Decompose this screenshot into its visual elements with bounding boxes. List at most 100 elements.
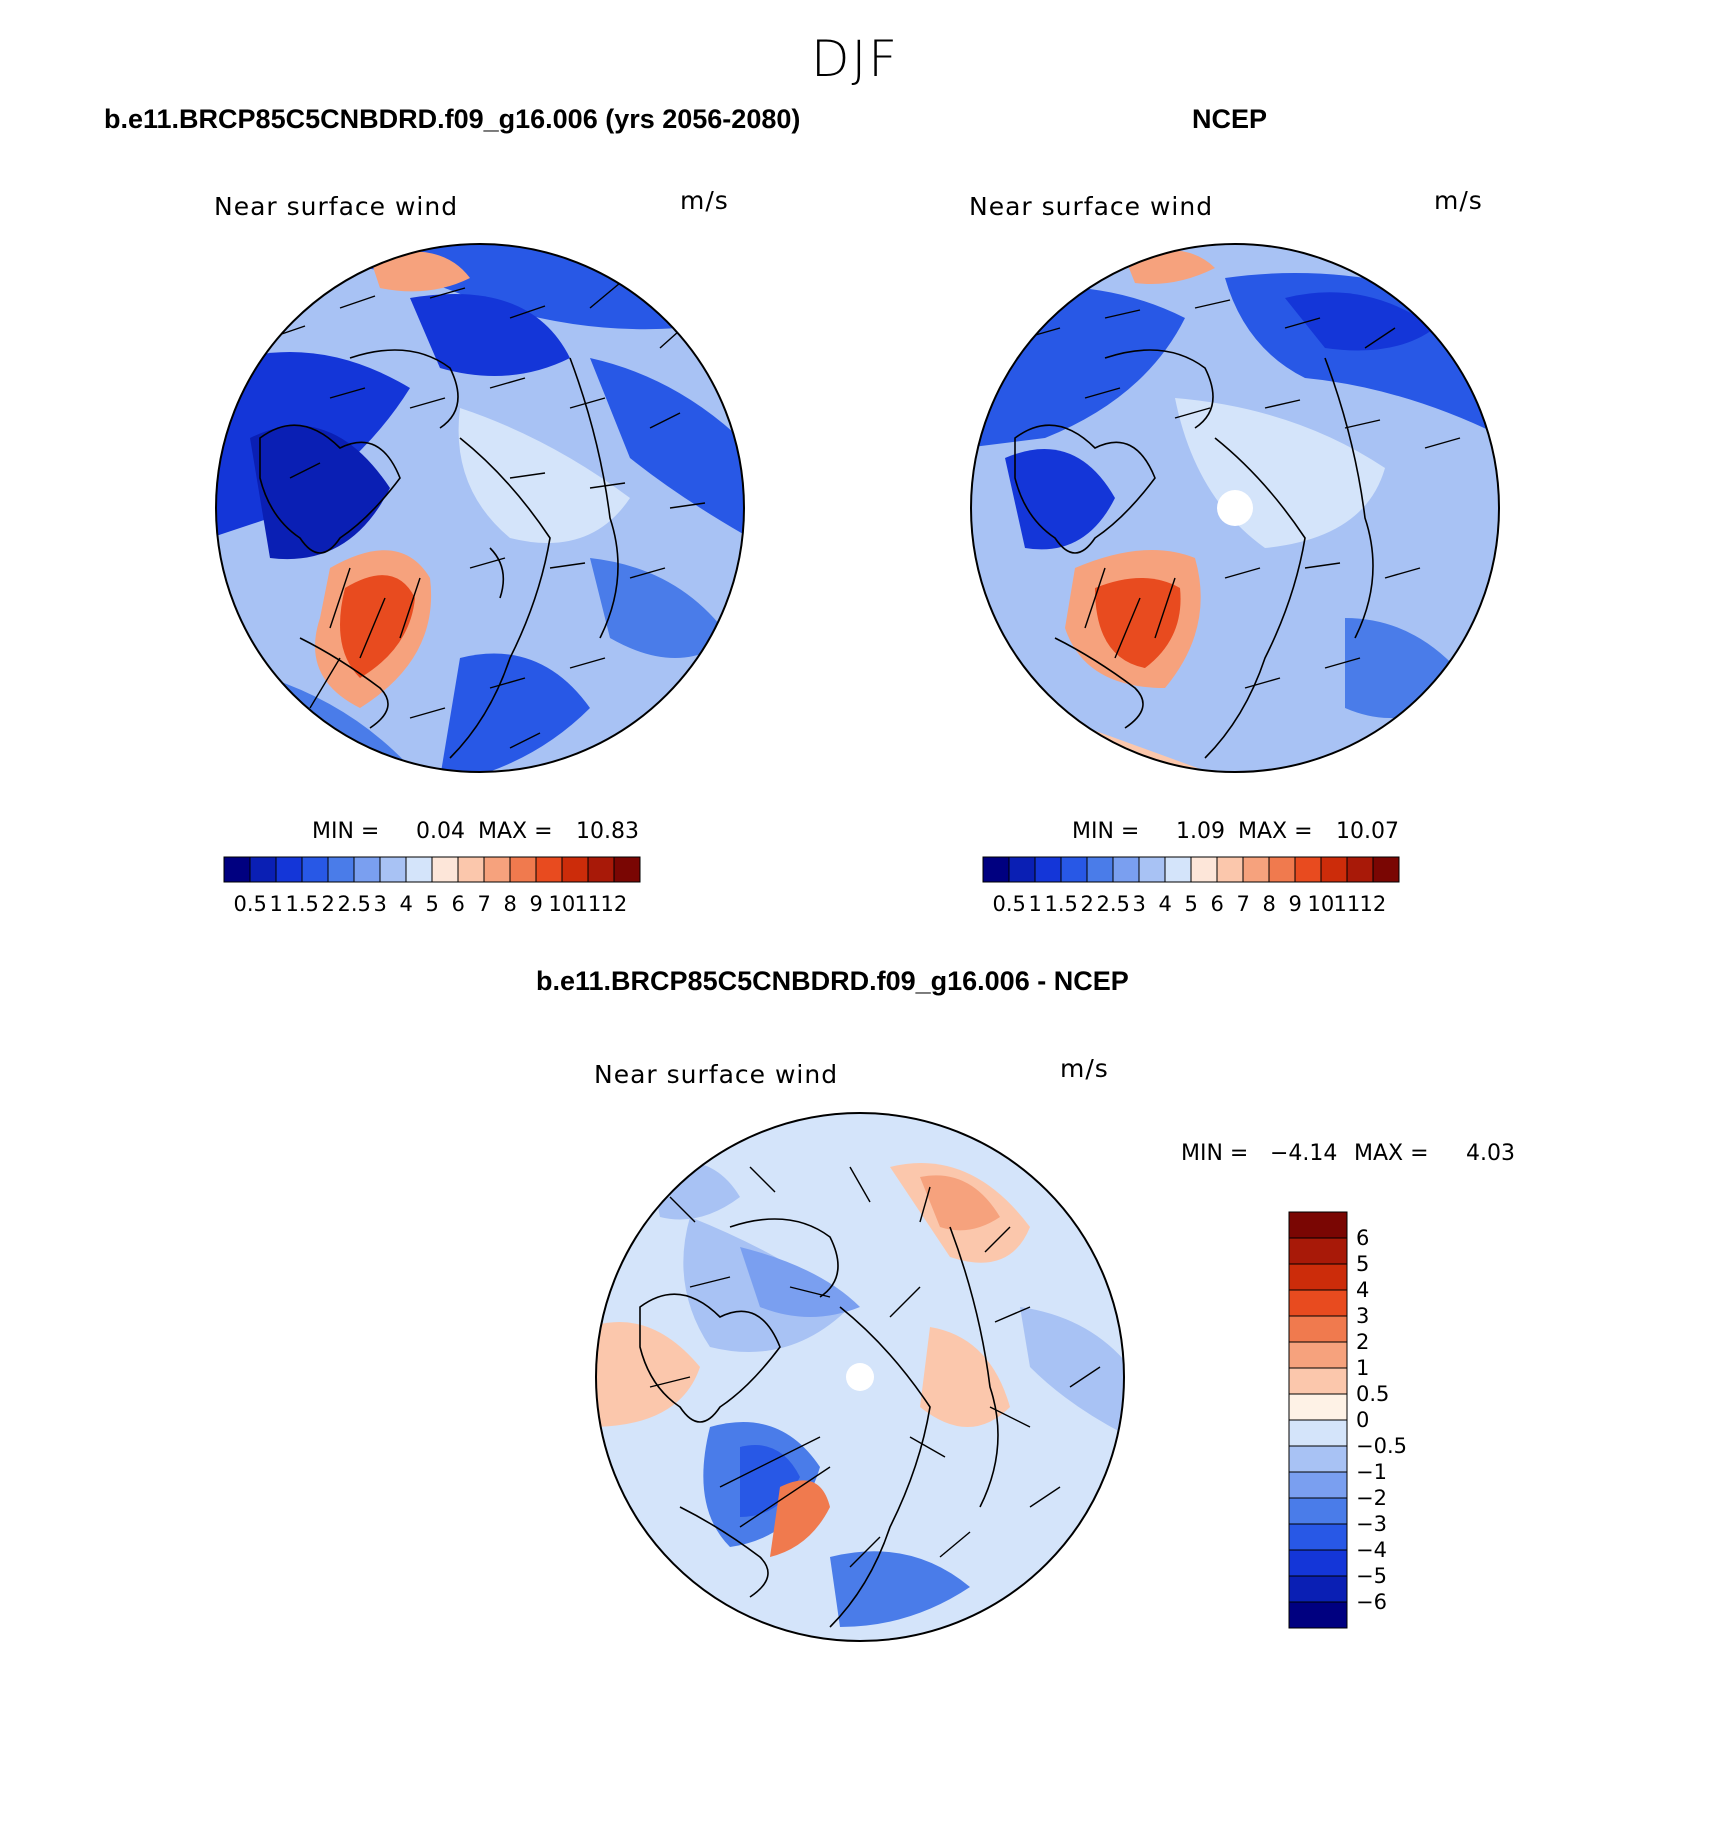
panel3-colorbar-tick-label: −0.5 bbox=[1356, 1434, 1407, 1458]
panel3-colorbar-tick-label: 1 bbox=[1356, 1356, 1370, 1380]
panel2-map-boundary bbox=[970, 243, 1500, 773]
panel3-colorbar-swatch bbox=[1288, 1315, 1348, 1343]
panel3-colorbar-tick-label: 3 bbox=[1356, 1304, 1370, 1328]
panel1-colorbar-tick-label: 11 bbox=[574, 892, 602, 916]
panel2-coastlines bbox=[1014, 349, 1374, 759]
panel3-colorbar-swatch bbox=[1288, 1393, 1348, 1421]
panel1-coastlines bbox=[259, 349, 619, 759]
panel1-field-region bbox=[370, 251, 470, 292]
panel2-colorbar-swatch bbox=[1346, 856, 1374, 883]
panel1-colorbar-tick-label: 3 bbox=[373, 892, 387, 916]
panel1-colorbar-tick-label: 7 bbox=[477, 892, 491, 916]
panel2-colorbar-swatch bbox=[1190, 856, 1218, 883]
panel3-wind-vectors bbox=[649, 1166, 1101, 1568]
panel2-colorbar-swatch bbox=[982, 856, 1010, 883]
panel2-colorbar-tick-label: 12 bbox=[1359, 892, 1387, 916]
panel1-min-label: MIN = bbox=[312, 819, 380, 844]
panel1-field-region bbox=[410, 294, 570, 376]
panel1-units-label: m/s bbox=[680, 186, 729, 215]
panel2-colorbar-tick-label: 1 bbox=[1028, 892, 1042, 916]
panel2-colorbar-tick-label: 9 bbox=[1288, 892, 1302, 916]
panel1-wind-vectors bbox=[269, 282, 706, 749]
panel3-colorbar-swatch bbox=[1288, 1211, 1348, 1239]
panel2-colorbar-tick-label: 6 bbox=[1210, 892, 1224, 916]
panel1-colorbar-swatch bbox=[613, 856, 641, 883]
panel1-colorbar-tick-label: 4 bbox=[399, 892, 413, 916]
panel1-colorbar-swatch bbox=[561, 856, 589, 883]
panel3-field-region bbox=[770, 1480, 830, 1557]
panel2-colorbar-swatch bbox=[1242, 856, 1270, 883]
panel1-colorbar-tick-label: 6 bbox=[451, 892, 465, 916]
panel3-colorbar-tick-label: 2 bbox=[1356, 1330, 1370, 1354]
panel3-colorbar-swatch bbox=[1288, 1237, 1348, 1265]
panel1-field-region bbox=[440, 653, 590, 772]
panel2-colorbar-swatch bbox=[1164, 856, 1192, 883]
panel1-colorbar-tick-label: 9 bbox=[529, 892, 543, 916]
panel3-colorbar-tick-label: −5 bbox=[1356, 1564, 1387, 1588]
panel2-colorbar-swatch bbox=[1112, 856, 1140, 883]
panel1-colorbar-tick-label: 10 bbox=[548, 892, 576, 916]
panel2-colorbar-swatch bbox=[1060, 856, 1088, 883]
panel1-colorbar-swatch bbox=[301, 856, 329, 883]
panel1-colorbar-swatch bbox=[483, 856, 511, 883]
panel2-colorbar-tick-label: 5 bbox=[1184, 892, 1198, 916]
panel3-field-region bbox=[1020, 1307, 1124, 1437]
panel3-colorbar-tick-label: 0 bbox=[1356, 1408, 1370, 1432]
panel1-field-region bbox=[340, 575, 415, 678]
panel3-units-label: m/s bbox=[1060, 1054, 1109, 1083]
panel2-wind-vectors bbox=[1024, 299, 1461, 689]
panel2-map bbox=[970, 243, 1500, 773]
panel3-colorbar-tick-label: 5 bbox=[1356, 1252, 1370, 1276]
panel1-colorbar bbox=[223, 856, 641, 883]
panel2-colorbar-swatch bbox=[1008, 856, 1036, 883]
panel2-colorbar-tick-label: 10 bbox=[1307, 892, 1335, 916]
panel3-colorbar-swatch bbox=[1288, 1419, 1348, 1447]
panel3-colorbar-swatch bbox=[1288, 1367, 1348, 1395]
panel2-colorbar-tick-label: 2 bbox=[1080, 892, 1094, 916]
panel1-colorbar-tick-label: 5 bbox=[425, 892, 439, 916]
panel2-colorbar-tick-label: 4 bbox=[1158, 892, 1172, 916]
panel3-min-label: MIN = bbox=[1181, 1141, 1249, 1166]
panel2-field-region bbox=[1005, 449, 1115, 550]
panel3-colorbar-tick-label: 0.5 bbox=[1356, 1382, 1390, 1406]
panel2-units-label: m/s bbox=[1434, 186, 1483, 215]
panel2-min-value: 1.09 bbox=[1176, 819, 1225, 844]
panel3-title: b.e11.BRCP85C5CNBDRD.f09_g16.006 - NCEP bbox=[536, 966, 1129, 996]
panel2-colorbar-tick-label: 0.5 bbox=[992, 892, 1026, 916]
panel2-colorbar-tick-label: 7 bbox=[1236, 892, 1250, 916]
panel2-colorbar-swatch bbox=[1268, 856, 1296, 883]
panel2-colorbar-swatch bbox=[1294, 856, 1322, 883]
panel3-colorbar bbox=[1288, 1211, 1348, 1629]
panel3-colorbar-tick-label: 6 bbox=[1356, 1226, 1370, 1250]
panel3-colorbar-tick-label: −6 bbox=[1356, 1590, 1387, 1614]
panel3-colorbar-swatch bbox=[1288, 1549, 1348, 1577]
panel2-field-region bbox=[1095, 578, 1181, 668]
panel1-colorbar-swatch bbox=[535, 856, 563, 883]
panel3-coastlines bbox=[639, 1218, 999, 1628]
panel1-colorbar-swatch bbox=[249, 856, 277, 883]
panel2-colorbar-swatch bbox=[1034, 856, 1062, 883]
panel1-colorbar-tick-label: 1.5 bbox=[285, 892, 319, 916]
panel1-colorbar-swatch bbox=[587, 856, 615, 883]
panel3-colorbar-tick-label: 4 bbox=[1356, 1278, 1370, 1302]
panel1-colorbar-tick-label: 8 bbox=[503, 892, 517, 916]
panel3-colorbar-tick-label: −1 bbox=[1356, 1460, 1387, 1484]
panel1-title: b.e11.BRCP85C5CNBDRD.f09_g16.006 (yrs 20… bbox=[104, 104, 801, 134]
panel2-colorbar-swatch bbox=[1086, 856, 1114, 883]
panel2-colorbar-swatch bbox=[1138, 856, 1166, 883]
panel1-map bbox=[215, 243, 745, 773]
panel3-colorbar-swatch bbox=[1288, 1263, 1348, 1291]
panel3-colorbar-swatch bbox=[1288, 1289, 1348, 1317]
panel1-colorbar-tick-label: 2 bbox=[321, 892, 335, 916]
panel2-colorbar-tick-label: 2.5 bbox=[1096, 892, 1130, 916]
panel3-missing-data-pole bbox=[846, 1363, 874, 1391]
panel2-colorbar-swatch bbox=[1320, 856, 1348, 883]
panel1-max-value: 10.83 bbox=[576, 819, 639, 844]
panel2-missing-data-pole bbox=[1217, 490, 1253, 526]
panel3-colorbar-swatch bbox=[1288, 1341, 1348, 1369]
season-title: DJF bbox=[810, 30, 899, 88]
panel1-colorbar-swatch bbox=[457, 856, 485, 883]
panel3-colorbar-swatch bbox=[1288, 1523, 1348, 1551]
panel1-colorbar-tick-label: 1 bbox=[269, 892, 283, 916]
